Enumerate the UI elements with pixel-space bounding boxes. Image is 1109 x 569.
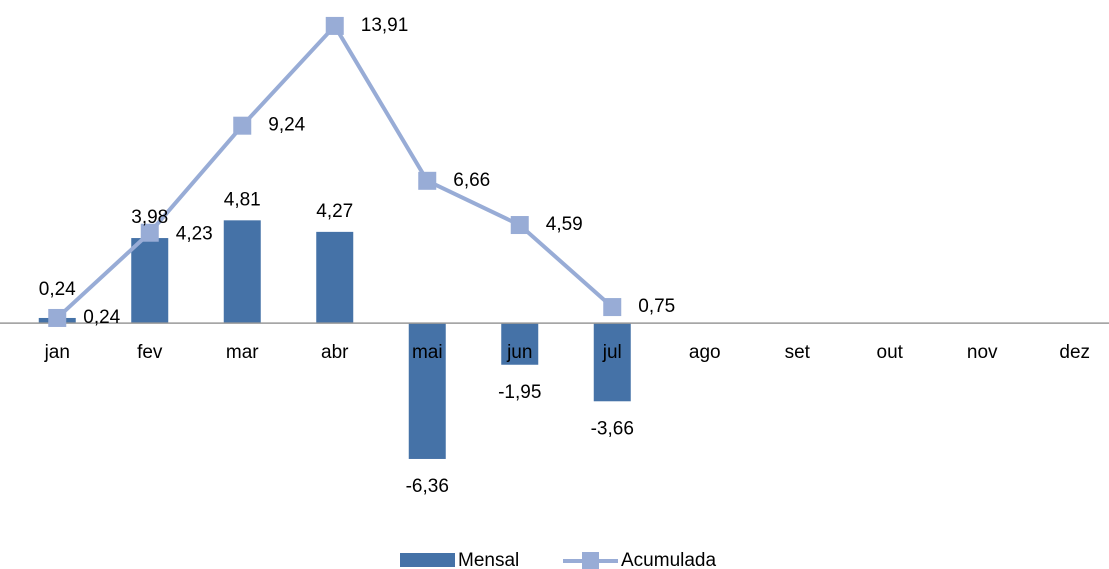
x-tick-label: out xyxy=(877,342,904,363)
x-tick-label: nov xyxy=(967,342,998,363)
bar xyxy=(131,238,169,324)
legend-swatch xyxy=(400,553,455,567)
bar-value-label: 4,81 xyxy=(224,189,261,210)
x-tick-label: dez xyxy=(1059,342,1090,363)
x-tick-label: mar xyxy=(226,342,259,363)
bar xyxy=(408,323,446,459)
legend-label: Acumulada xyxy=(621,550,716,569)
line-value-label: 0,75 xyxy=(638,296,675,317)
marker xyxy=(48,308,67,327)
x-tick-label: mai xyxy=(412,342,443,363)
line-value-label: 9,24 xyxy=(268,115,305,136)
bar-value-label: 0,24 xyxy=(39,279,76,300)
line-value-label: 6,66 xyxy=(453,170,490,191)
line-value-label: 0,24 xyxy=(83,307,120,328)
line-value-label: 13,91 xyxy=(361,15,409,36)
marker xyxy=(418,171,437,190)
x-tick-label: set xyxy=(785,342,811,363)
line-value-label: 4,23 xyxy=(176,224,213,245)
bar xyxy=(593,323,631,402)
line-value-label: 4,59 xyxy=(546,214,583,235)
bar xyxy=(316,231,354,324)
legend-marker xyxy=(582,552,599,569)
marker xyxy=(233,116,252,135)
bar xyxy=(223,220,261,324)
x-tick-label: jan xyxy=(44,342,70,363)
marker xyxy=(603,298,622,317)
legend-label: Mensal xyxy=(458,550,519,569)
x-tick-label: jul xyxy=(602,342,622,363)
x-tick-label: fev xyxy=(137,342,163,363)
marker xyxy=(510,216,529,235)
x-tick-label: abr xyxy=(321,342,349,363)
bar-value-label: -6,36 xyxy=(406,476,449,497)
bar xyxy=(501,323,539,365)
bar-value-label: -1,95 xyxy=(498,382,541,403)
marker xyxy=(140,223,159,242)
marker xyxy=(325,16,344,35)
x-tick-label: ago xyxy=(689,342,721,363)
bar-value-label: 3,98 xyxy=(131,207,168,228)
bar-value-label: 4,27 xyxy=(316,201,353,222)
x-tick-label: jun xyxy=(506,342,532,363)
bar-value-label: -3,66 xyxy=(591,418,634,439)
